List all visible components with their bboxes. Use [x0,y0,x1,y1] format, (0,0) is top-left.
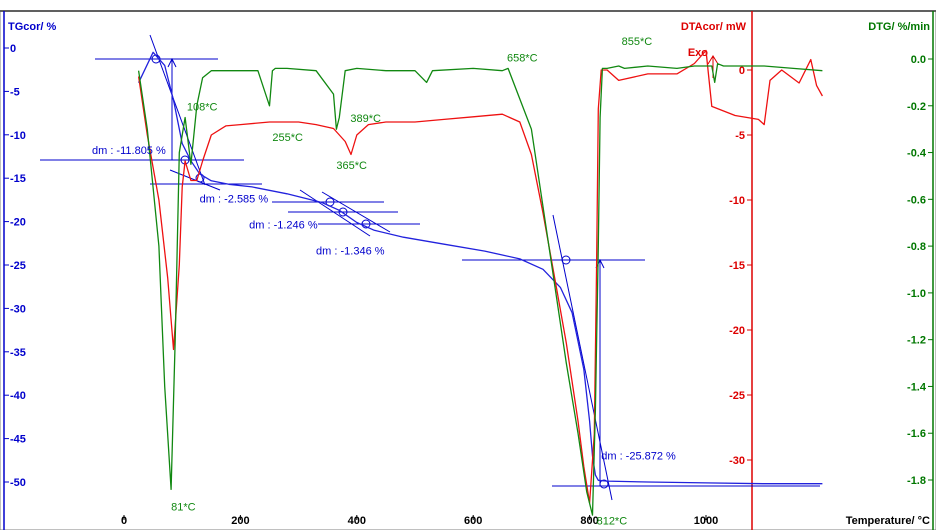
exo-label: Exo [688,47,708,59]
annotation-label: 855*C [622,36,653,48]
series-lines [137,49,823,516]
tg-tick-label: -50 [10,477,26,489]
tg-tick-label: -20 [10,217,26,229]
dtg-tick-label: -0.2 [907,101,926,113]
annotation-label: 389*C [350,113,381,125]
tg-tick-label: -5 [10,86,20,98]
dtg-axis-label: DTG/ %/min [868,21,930,33]
annotation-label: dm : -11.805 % [92,145,166,157]
tg-tick-label: -40 [10,390,26,402]
tg-tick-label: -45 [10,434,26,446]
dta-tick-label: -15 [729,260,745,272]
exo-arrow-icon [707,55,719,65]
x-tick-label: 800 [580,515,598,527]
tg-tick-label: -25 [10,260,26,272]
tg-tick-label: -30 [10,303,26,315]
x-tick-label: 600 [464,515,482,527]
dta-tick-label: -30 [729,455,745,467]
dta-curve [137,49,823,504]
x-tick-label: 1000 [694,515,718,527]
tg-tick-label: 0 [10,43,16,55]
dtg-tick-label: -0.6 [907,194,926,206]
axis-ticks: 0 200 400 600 800 1000 0 -5 -10 -15 -20 -25 -30 -35 -4… [4,43,933,527]
tg-tick-label: -10 [10,130,26,142]
tg-tick-label: -35 [10,347,26,359]
annotation-label: dm : -2.585 % [200,194,269,206]
dta-tick-label: -5 [735,130,745,142]
dtg-curve [137,63,823,516]
annotation-label: 108*C [187,101,218,113]
annotation-label: dm : -1.346 % [316,246,385,258]
tg-axis-label: TGcor/ % [8,21,57,33]
x-tick-label: 0 [121,515,127,527]
dtg-tick-label: -0.4 [907,148,927,160]
dtg-tick-label: -0.8 [907,241,926,253]
dta-axis-label: DTAcor/ mW [681,21,747,33]
annotation-label: 658*C [507,52,538,64]
tangent-analysis-lines [40,34,820,501]
dta-tick-label: 0 [739,65,745,77]
x-axis-label: Temperature/ °C [846,515,930,527]
dtg-tick-label: -1.4 [907,381,927,393]
dtg-tick-label: -1.0 [907,288,926,300]
annotation-label: 365*C [336,160,367,172]
tg-tick-label: -15 [10,173,26,185]
dtg-tick-label: -1.2 [907,335,926,347]
annotation-label: 812*C [597,515,628,527]
annotation-label: dm : -1.246 % [249,220,318,232]
annotation-label: 255*C [272,132,303,144]
peak-annotations: 108*C 255*C 389*C 365*C 658*C 855*C 81*C 812*C d… [92,36,676,527]
annotation-label: dm : -25.872 % [601,450,676,462]
dta-tick-label: -10 [729,195,745,207]
dta-tick-label: -20 [729,325,745,337]
x-tick-label: 400 [348,515,366,527]
x-tick-label: 200 [231,515,249,527]
tg-curve [138,51,823,485]
annotation-label: 81*C [171,501,196,513]
dtg-tick-label: -1.8 [907,475,926,487]
dta-tick-label: -25 [729,390,745,402]
dtg-tick-label: 0.0 [911,54,926,66]
dtg-tick-label: -1.6 [907,428,926,440]
